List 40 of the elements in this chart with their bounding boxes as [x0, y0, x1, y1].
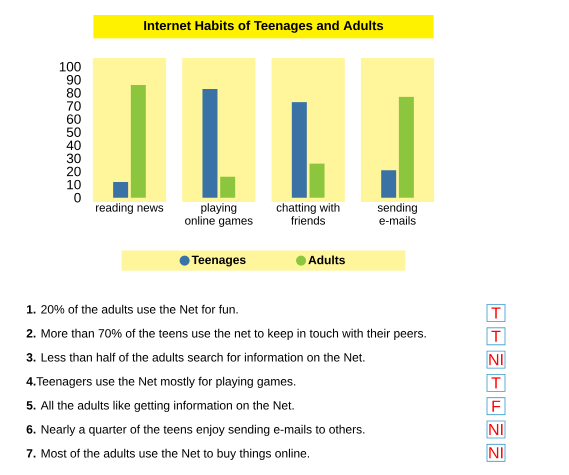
y-tick-label: 70 [66, 101, 81, 111]
bar [220, 176, 236, 198]
legend-label: Teenages [192, 256, 246, 266]
text: T [491, 377, 501, 388]
bar [398, 96, 414, 198]
y-tick-label: 40 [66, 140, 81, 150]
bar [113, 182, 128, 198]
text: 1. 20% of the adults use the Net for fun. [26, 304, 238, 314]
text: 3. Less than half of the adults search for information on the Net. [26, 352, 364, 362]
bar [130, 85, 146, 198]
text: NI [489, 424, 503, 436]
text: NI [489, 447, 503, 458]
text: NI [489, 354, 503, 366]
text: 7. Most of the adults use the Net to buy things online. [26, 448, 310, 460]
bar [292, 102, 307, 198]
x-tick-label: playing online games [185, 203, 253, 227]
legend-label: Adults [308, 255, 345, 264]
bar [381, 170, 396, 198]
bar [202, 88, 218, 198]
text: F [492, 400, 500, 412]
y-tick-label: 50 [66, 127, 81, 137]
text: T [491, 330, 501, 342]
x-tick-label: reading news [96, 203, 164, 214]
text: 6. Nearly a quarter of the teens enjoy sending e-mails to others. [26, 424, 364, 436]
text: 2. More than 70% of the teens use the net to keep in touch with their peers. [26, 328, 426, 340]
y-tick-label: 0 [74, 192, 81, 202]
bar [310, 164, 325, 198]
y-tick-label: 100 [60, 62, 81, 72]
text: 4.Teenagers use the Net mostly for playing games. [26, 376, 296, 388]
y-tick-label: 90 [66, 75, 81, 85]
x-tick-label: sending e-mails [378, 203, 417, 225]
y-tick-label: 80 [66, 88, 81, 98]
y-tick-label: 10 [67, 180, 81, 190]
text: 5. All the adults like getting information on the Net. [26, 400, 294, 412]
chart-title: Internet Habits of Teenages and Adults [144, 20, 384, 33]
y-tick-label: 60 [66, 114, 81, 124]
y-tick-label: 20 [66, 166, 81, 176]
x-tick-label: chatting with friends [276, 203, 340, 225]
y-tick-label: 30 [66, 154, 81, 164]
text: T [491, 307, 501, 319]
